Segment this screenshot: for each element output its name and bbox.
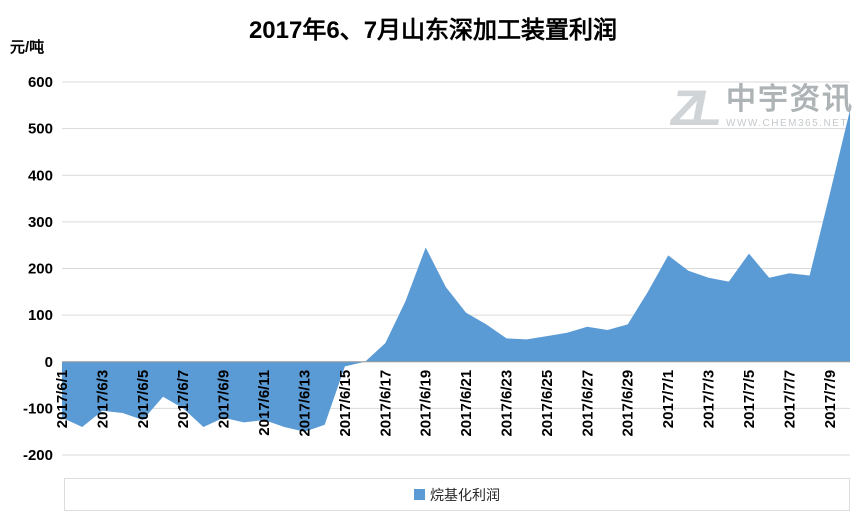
svg-text:400: 400: [28, 167, 53, 184]
chart-title: 2017年6、7月山东深加工装置利润: [248, 17, 618, 44]
svg-text:500: 500: [28, 121, 53, 138]
watermark-text: 中宇资讯 WWW.CHEM365.NET: [726, 83, 854, 130]
svg-text:2017/6/7: 2017/6/7: [175, 370, 192, 428]
svg-text:600: 600: [28, 74, 53, 91]
area-series: [62, 110, 850, 432]
gridlines: [62, 81, 850, 456]
svg-text:2017/6/21: 2017/6/21: [458, 370, 475, 437]
svg-text:200: 200: [28, 261, 53, 278]
svg-text:2017/6/29: 2017/6/29: [620, 370, 637, 437]
watermark: ZL 中宇资讯 WWW.CHEM365.NET: [670, 80, 854, 136]
svg-text:2017/6/19: 2017/6/19: [418, 370, 435, 437]
svg-text:0: 0: [45, 354, 53, 371]
svg-text:2017/6/5: 2017/6/5: [135, 370, 152, 428]
svg-text:2017/6/3: 2017/6/3: [94, 370, 111, 428]
svg-text:2017/6/25: 2017/6/25: [539, 370, 556, 437]
watermark-url: WWW.CHEM365.NET: [726, 118, 848, 129]
svg-text:2017/6/1: 2017/6/1: [54, 370, 71, 428]
svg-text:2017/7/7: 2017/7/7: [781, 370, 798, 428]
svg-text:300: 300: [28, 214, 53, 231]
svg-text:100: 100: [28, 307, 53, 324]
legend: 烷基化利润: [64, 478, 850, 511]
x-axis-labels: 2017/6/1 2017/6/3 2017/6/5 2017/6/7 2017/6/9…: [54, 370, 839, 437]
y-axis-unit-label: 元/吨: [10, 39, 45, 56]
svg-text:2017/6/11: 2017/6/11: [256, 370, 273, 436]
watermark-name: 中宇资讯: [726, 83, 854, 116]
watermark-logo-icon: ZL: [670, 80, 722, 136]
svg-text:2017/6/17: 2017/6/17: [377, 370, 394, 437]
y-axis-labels: -200 -100 0 100 200 300 400 500 600: [23, 74, 53, 464]
svg-text:2017/6/27: 2017/6/27: [579, 370, 596, 437]
svg-text:2017/7/5: 2017/7/5: [741, 370, 758, 428]
svg-text:2017/6/23: 2017/6/23: [499, 370, 516, 437]
svg-text:2017/6/9: 2017/6/9: [216, 370, 233, 428]
legend-swatch-icon: [414, 489, 425, 500]
svg-text:2017/6/13: 2017/6/13: [297, 370, 314, 437]
svg-text:2017/7/1: 2017/7/1: [660, 370, 677, 428]
svg-text:-200: -200: [23, 447, 53, 464]
svg-text:2017/7/3: 2017/7/3: [701, 370, 718, 428]
svg-text:2017/6/15: 2017/6/15: [337, 370, 354, 437]
legend-label: 烷基化利润: [430, 486, 500, 503]
svg-text:-100: -100: [23, 400, 53, 417]
svg-text:2017/7/9: 2017/7/9: [822, 370, 839, 428]
